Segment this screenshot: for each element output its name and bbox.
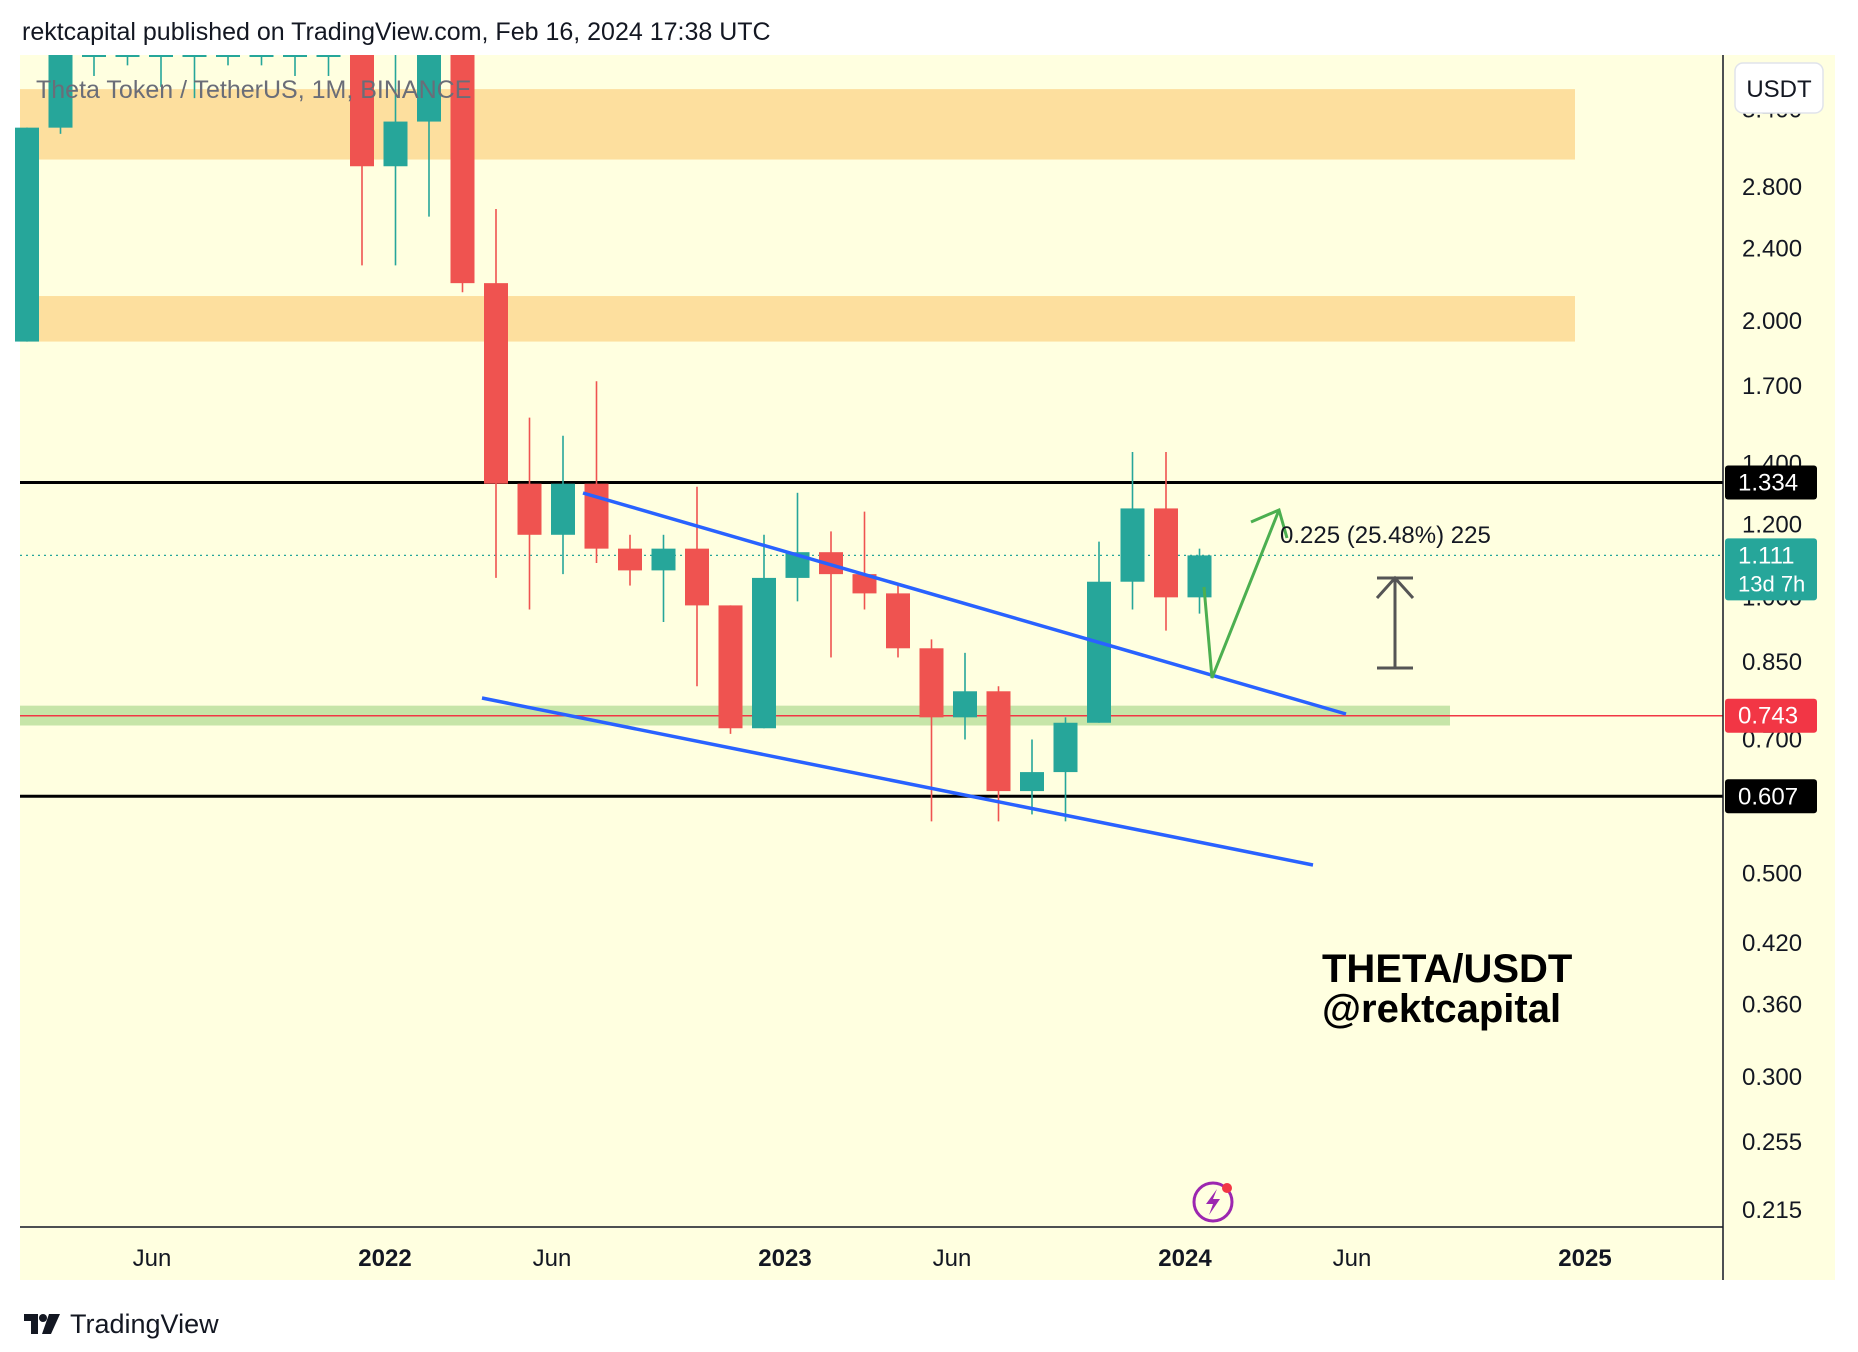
candle-body [115, 55, 140, 57]
candle-countdown-label: 13d 7h [1738, 571, 1805, 596]
candles-layer [15, 55, 1212, 822]
measurement-label: 0.225 (25.48%) 225 [1280, 522, 1491, 549]
price-tick-label: 0.850 [1742, 649, 1802, 676]
channel-trendlines [481, 491, 1347, 867]
candle-body [752, 577, 776, 729]
projection-arrow [1202, 507, 1289, 679]
time-tick-label: 2023 [758, 1245, 811, 1272]
candle-body [1087, 581, 1111, 723]
resistance-zone-upper [20, 89, 1575, 160]
footer-brand[interactable]: TradingView [22, 1304, 219, 1344]
lower-trendline [481, 696, 1314, 867]
support-line-label: 0.607 [1738, 783, 1798, 810]
candle-body [1053, 722, 1078, 773]
price-chart[interactable]: 0.225 (25.48%) 225 Theta Token / TetherU… [0, 0, 1858, 1300]
candle-body [551, 483, 575, 535]
candle-body [48, 55, 73, 128]
candle-body [1120, 508, 1145, 582]
candle-body [182, 55, 207, 57]
candle-body [383, 121, 408, 167]
candle-body [15, 127, 39, 342]
resistance-zone-lower [20, 296, 1575, 342]
annotation-pair: THETA/USDT [1322, 947, 1572, 991]
watermark-text: THETA/USDT @rektcapital [1322, 947, 1572, 1031]
price-tick-label: 1.200 [1742, 512, 1802, 539]
time-tick-label: 2025 [1558, 1245, 1611, 1272]
time-tick-label: 2022 [358, 1245, 411, 1272]
candle-body [149, 55, 173, 57]
currency-button[interactable]: USDT [1734, 62, 1824, 114]
resistance-line-label-bg [1725, 465, 1817, 500]
red-level-line-label: 0.743 [1738, 703, 1798, 730]
price-tick-label: 0.500 [1742, 861, 1802, 888]
candle-body [919, 648, 944, 718]
time-tick-label: Jun [1333, 1245, 1372, 1272]
candle-body [852, 574, 877, 594]
horizontal-lines-layer [20, 481, 1723, 798]
upper-trendline [582, 491, 1347, 716]
price-tick-label: 2.800 [1742, 174, 1802, 201]
time-tick-label: Jun [533, 1245, 572, 1272]
candle-body [953, 691, 977, 718]
footer-brand-label: TradingView [70, 1308, 219, 1339]
red-level-line-label-bg [1725, 698, 1817, 733]
time-tick-label: Jun [133, 1245, 172, 1272]
time-axis[interactable]: Jun 2022 Jun 2023 Jun 2024 Jun 2025 [133, 1245, 1612, 1272]
candle-body [450, 55, 475, 284]
candle-body [651, 548, 676, 571]
price-tick-label: 0.420 [1742, 930, 1802, 957]
measurement-tool: 0.225 (25.48%) 225 [1280, 522, 1491, 670]
chart-title: Theta Token / TetherUS, 1M, BINANCE [36, 76, 471, 104]
candle-body [316, 55, 341, 57]
price-tick-label: 2.000 [1742, 308, 1802, 335]
price-axis-background [1723, 55, 1835, 1245]
projection-path [1202, 509, 1281, 679]
candle-body [417, 55, 441, 122]
measure-arrowhead [1375, 575, 1415, 600]
candle-body [283, 55, 307, 57]
time-tick-label: Jun [933, 1245, 972, 1272]
publish-info: rektcapital published on TradingView.com… [22, 18, 771, 46]
candle-body [685, 548, 709, 606]
candle-body [216, 55, 240, 57]
candle-body [82, 55, 106, 57]
candle-body [986, 691, 1011, 792]
candle-body [1187, 555, 1212, 598]
candle-body [484, 283, 508, 484]
price-tick-label: 0.360 [1742, 991, 1802, 1018]
support-line-label-bg [1725, 779, 1817, 814]
current-price-label: 1.111 [1738, 542, 1795, 569]
price-tick-label: 0.255 [1742, 1129, 1802, 1156]
time-axis-background [20, 1225, 1835, 1280]
candle-body [886, 593, 910, 649]
projection-arrowhead [1250, 507, 1289, 539]
current-price-label-bg [1725, 538, 1817, 601]
candle-body [718, 605, 743, 729]
candle-body [1154, 508, 1178, 598]
currency-label: USDT [1746, 76, 1812, 103]
chart-title-group: Theta Token / TetherUS, 1M, BINANCE [36, 76, 471, 104]
tradingview-logo-icon [24, 1314, 60, 1334]
annotation-handle: @rektcapital [1322, 987, 1561, 1031]
lightning-icon[interactable] [1192, 1181, 1234, 1223]
candle-body [249, 55, 274, 57]
price-tick-label: 1.700 [1742, 373, 1802, 400]
price-tick-label: 0.300 [1742, 1064, 1802, 1091]
candle-body [350, 55, 374, 167]
candle-body [517, 483, 542, 535]
price-tick-label: 2.400 [1742, 235, 1802, 262]
price-tick-label: 0.215 [1742, 1197, 1802, 1224]
candle-body [618, 548, 642, 571]
resistance-line-label: 1.334 [1738, 470, 1798, 497]
time-tick-label: 2024 [1158, 1245, 1212, 1272]
candle-body [1020, 772, 1044, 792]
plot-background [20, 55, 1723, 1245]
